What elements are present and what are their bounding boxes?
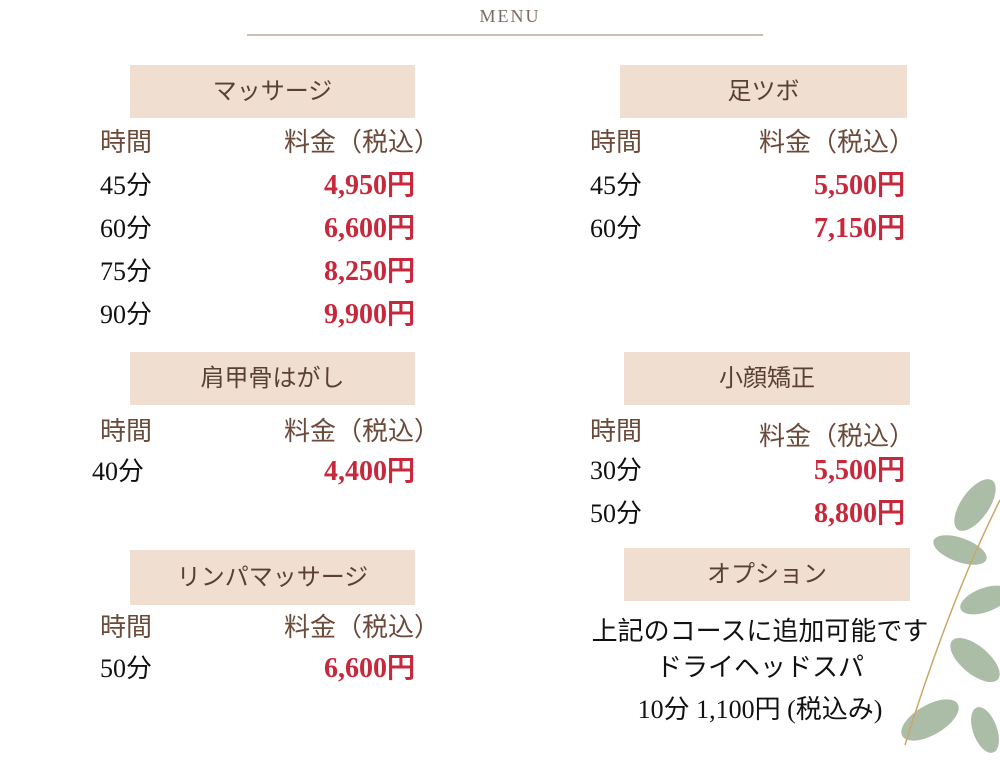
option-text: 上記のコースに追加可能です <box>591 617 929 646</box>
duration: 45分 <box>100 171 153 200</box>
duration: 60分 <box>100 214 153 243</box>
duration: 50分 <box>590 499 643 528</box>
section-header: 小顔矯正 <box>624 352 910 405</box>
section-title: リンパマッサージ <box>176 564 369 591</box>
duration: 75分 <box>100 257 153 286</box>
price: 4,400円 <box>323 456 415 487</box>
price: 5,500円 <box>813 455 905 486</box>
duration: 90分 <box>100 300 153 329</box>
price: 6,600円 <box>323 653 415 684</box>
duration: 60分 <box>590 214 643 243</box>
section-title: 足ツボ <box>727 78 800 105</box>
section-header: オプション <box>624 548 910 601</box>
column-header: 料金（税込） <box>758 128 915 157</box>
duration: 50分 <box>100 654 153 683</box>
price: 5,500円 <box>813 170 905 201</box>
section-title: 小顔矯正 <box>719 365 815 392</box>
duration: 30分 <box>590 456 643 485</box>
column-header: 料金（税込） <box>283 128 440 157</box>
column-header: 時間 <box>100 613 153 642</box>
price: 4,950円 <box>323 170 415 201</box>
price: 7,150円 <box>813 213 905 244</box>
option-text: ドライヘッドスパ <box>655 653 864 682</box>
section-header: 足ツボ <box>620 65 907 118</box>
section-header: マッサージ <box>130 65 415 118</box>
column-header: 料金（税込） <box>283 613 440 642</box>
option-text: 10分 1,100円 (税込み) <box>637 695 883 724</box>
column-header: 時間 <box>590 417 643 446</box>
column-header: 時間 <box>100 417 153 446</box>
stem <box>904 499 1000 746</box>
duration: 45分 <box>590 171 643 200</box>
duration: 40分 <box>92 457 145 486</box>
menu-title: MENU <box>479 6 541 26</box>
column-header: 料金（税込） <box>758 422 915 451</box>
section-title: マッサージ <box>212 78 333 105</box>
column-header: 料金（税込） <box>283 417 440 446</box>
column-header: 時間 <box>100 128 153 157</box>
section-header: リンパマッサージ <box>130 550 415 605</box>
price: 8,800円 <box>813 498 905 529</box>
section-title: オプション <box>707 561 827 588</box>
section-header: 肩甲骨はがし <box>130 352 415 405</box>
price: 8,250円 <box>323 256 415 287</box>
price: 9,900円 <box>323 299 415 330</box>
price: 6,600円 <box>323 213 415 244</box>
section-title: 肩甲骨はがし <box>200 365 345 392</box>
leaves <box>901 479 1000 753</box>
column-header: 時間 <box>590 128 643 157</box>
